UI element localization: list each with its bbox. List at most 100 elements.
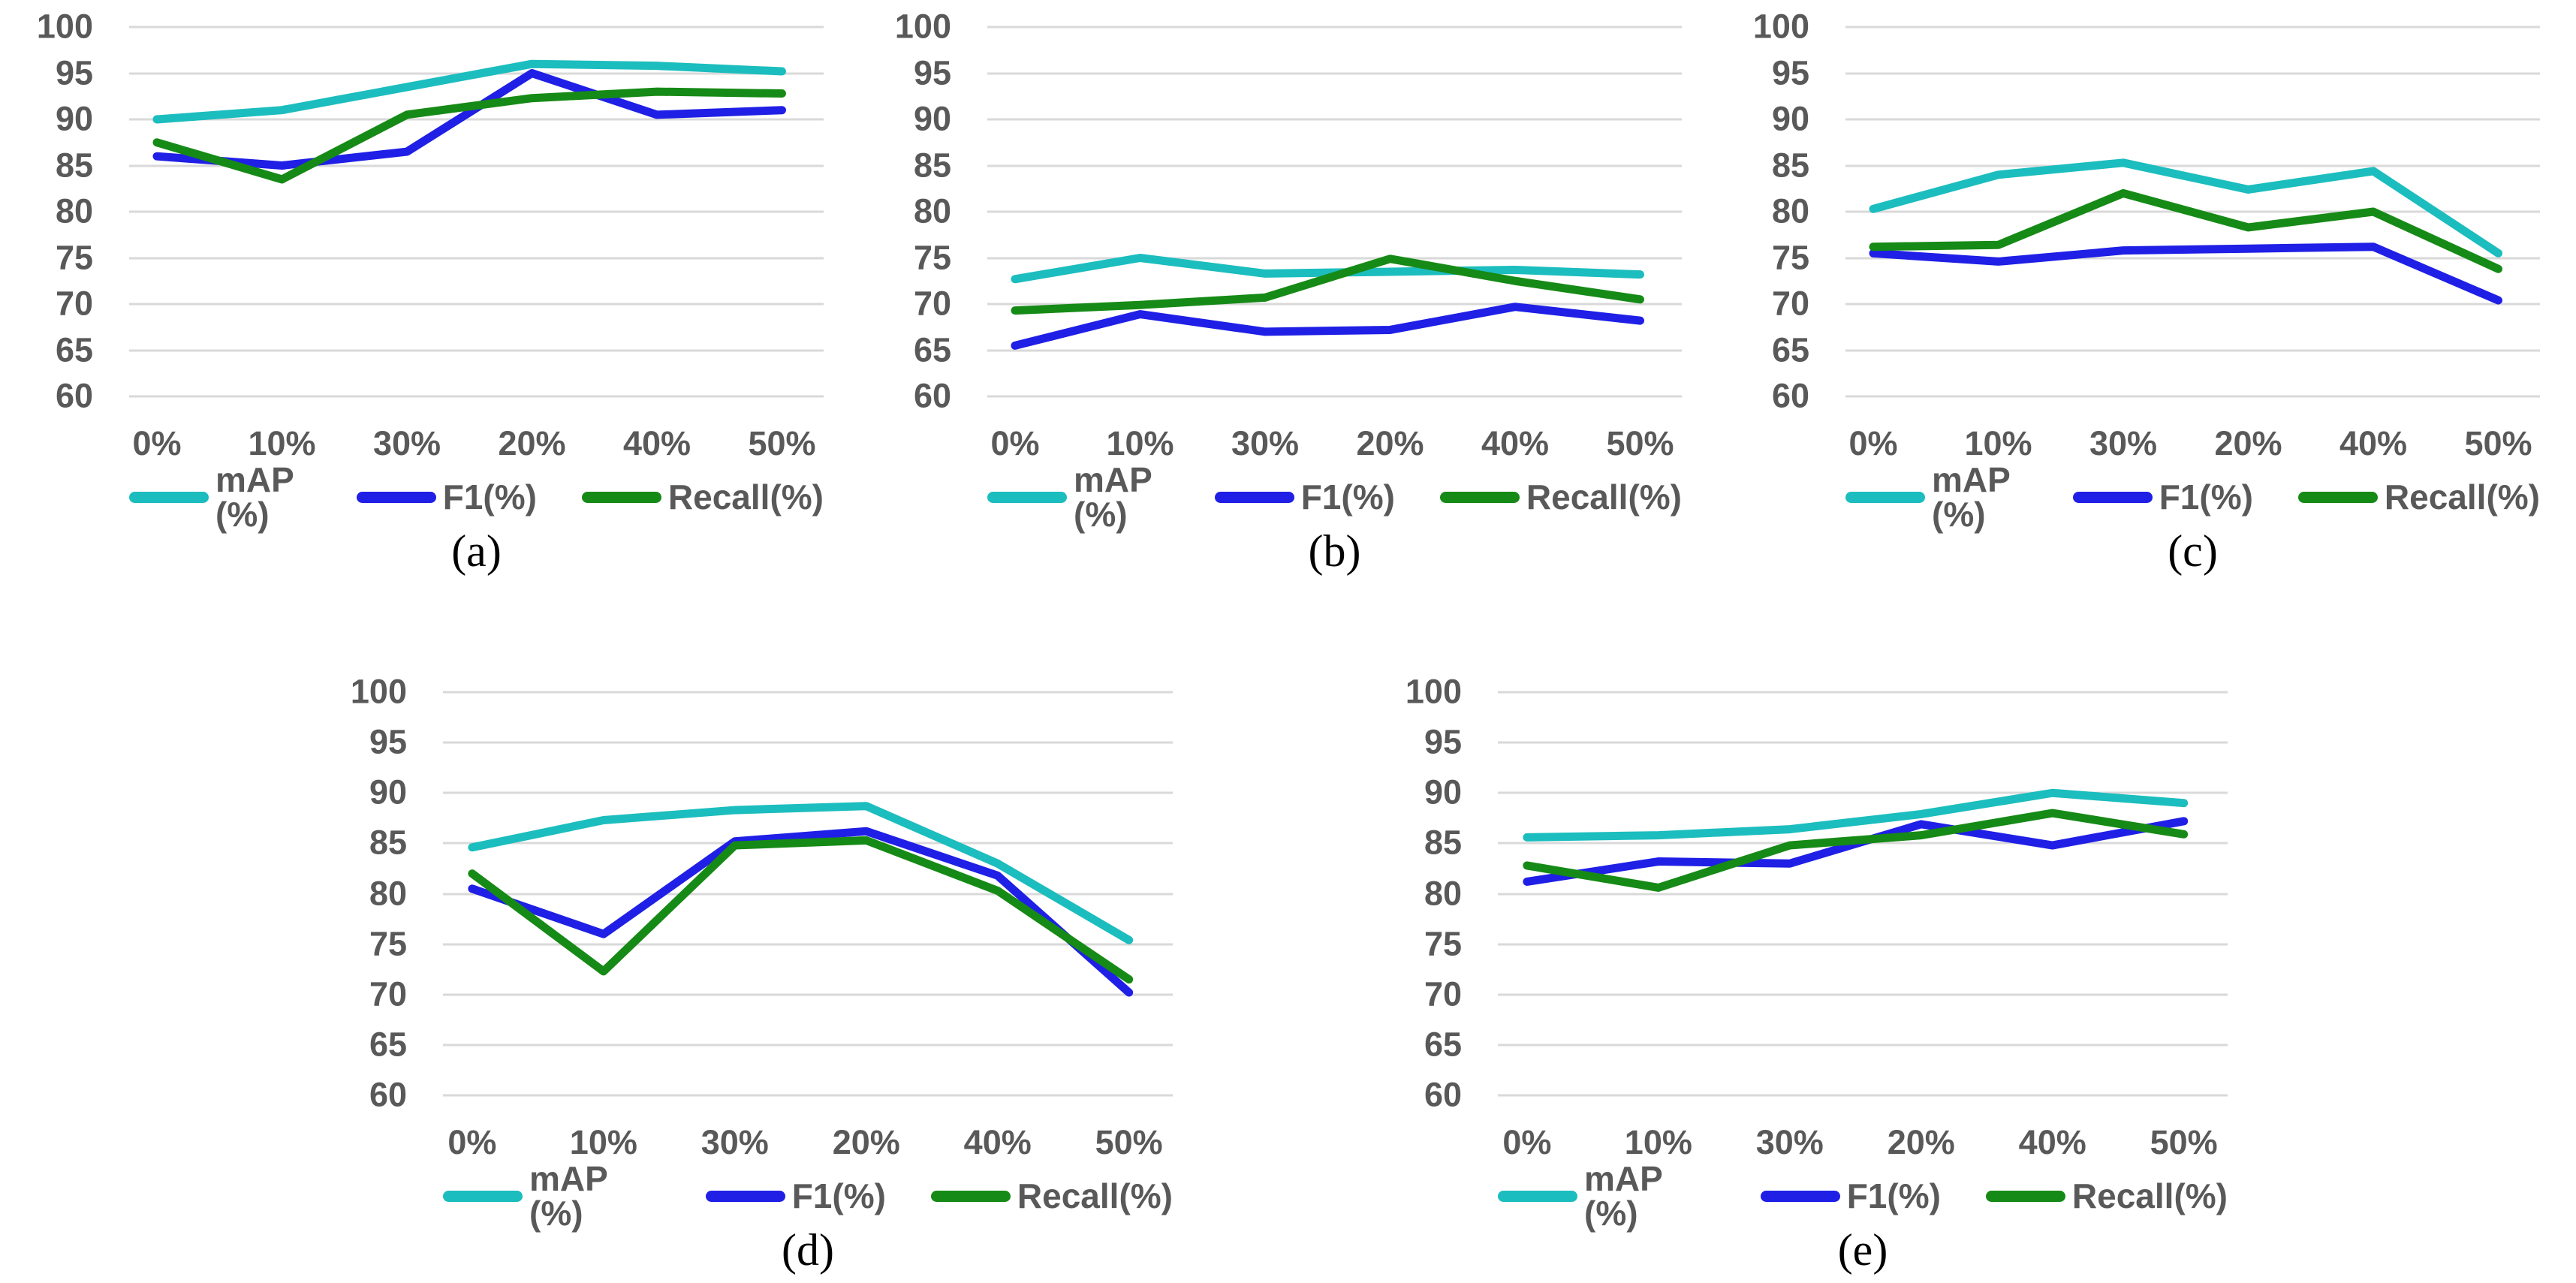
y-axis: 100 95 90 85 80 75 70 65 60 — [0, 10, 129, 413]
plot-area — [443, 691, 1173, 1097]
y-axis-tick-label: 65 — [913, 330, 951, 369]
y-axis-tick-label: 85 — [369, 823, 407, 862]
legend-label: Recall(%) — [2384, 477, 2540, 517]
gridline — [129, 349, 824, 351]
y-axis-tick-label: 95 — [913, 53, 951, 92]
plot-area — [1845, 26, 2540, 398]
y-axis-tick-label: 85 — [913, 146, 951, 185]
legend-item-recall: Recall(%) — [930, 1176, 1173, 1215]
gridline — [1845, 26, 2540, 29]
x-axis: 0% 10% 30% 20% 40% 50% — [1498, 1095, 2228, 1172]
y-axis-tick-label: 90 — [913, 99, 951, 138]
legend-item-f1: F1(%) — [1214, 477, 1395, 517]
map-line — [1015, 258, 1641, 279]
f1-legend-swatch-icon — [2072, 491, 2153, 503]
legend-label: F1(%) — [1846, 1176, 1941, 1215]
y-axis-tick-label: 100 — [1752, 7, 1809, 46]
map-legend-swatch-icon — [987, 491, 1067, 503]
gridline — [987, 164, 1682, 167]
recall-legend-swatch-icon — [930, 1190, 1011, 1202]
plot-row: 100 95 90 85 80 75 70 65 60 — [1716, 10, 2574, 413]
chart-caption: (b) — [1308, 526, 1361, 576]
chart-a: 100 95 90 85 80 75 70 65 60 0% 10% 30% 20% 40% 50% mA… — [0, 5, 858, 574]
x-axis-tick-label: 0% — [132, 424, 182, 462]
map-line — [1527, 793, 2184, 837]
gridline — [1498, 791, 2228, 794]
y-axis-tick-label: 65 — [1771, 330, 1809, 369]
legend-label: F1(%) — [1300, 477, 1395, 517]
gridline — [987, 118, 1682, 121]
legend: mAP (%) F1(%) Recall(%) — [1498, 1161, 2228, 1230]
gridline — [987, 395, 1682, 398]
recall-line — [1873, 193, 2499, 269]
x-axis: 0% 10% 30% 20% 40% 50% — [1845, 396, 2540, 473]
f1-line — [1527, 821, 2184, 882]
recall-line — [1527, 813, 2184, 887]
chart-caption: (a) — [451, 526, 502, 576]
chart-caption: (c) — [2168, 526, 2218, 576]
gridline — [443, 1044, 1173, 1047]
legend: mAP (%) F1(%) Recall(%) — [1845, 462, 2540, 532]
legend-item-f1: F1(%) — [705, 1179, 886, 1213]
gridline — [443, 1094, 1173, 1097]
y-axis-tick-label: 90 — [369, 773, 407, 812]
legend-label: F1(%) — [2159, 477, 2253, 517]
gridline — [443, 943, 1173, 946]
x-axis-tick-label: 10% — [248, 424, 316, 462]
y-axis-tick-label: 65 — [1424, 1025, 1462, 1064]
legend-label: mAP (%) — [1584, 1159, 1662, 1233]
gridline — [443, 893, 1173, 895]
map-legend-swatch-icon — [1845, 491, 1925, 503]
legend-label: Recall(%) — [1017, 1176, 1173, 1215]
map-line — [1873, 163, 2499, 254]
f1-line — [1873, 247, 2499, 300]
plot-area — [987, 26, 1682, 398]
x-axis-tick-label: 40% — [622, 424, 691, 462]
map-line — [472, 806, 1129, 941]
y-axis-tick-label: 95 — [1771, 53, 1809, 92]
gridline — [1845, 349, 2540, 351]
legend-item-map: mAP (%) — [1498, 1161, 1716, 1230]
gridline — [987, 210, 1682, 213]
gridline — [987, 349, 1682, 351]
gridline — [129, 395, 824, 398]
legend-item-f1: F1(%) — [2072, 477, 2253, 517]
y-axis: 100 95 90 85 80 75 70 65 60 — [1369, 675, 1498, 1112]
legend-label: mAP (%) — [215, 460, 294, 534]
y-axis-tick-label: 60 — [55, 376, 93, 415]
gridline — [1845, 303, 2540, 306]
legend-item-f1: F1(%) — [1760, 1176, 1941, 1215]
gridline — [129, 118, 824, 121]
gridline — [987, 72, 1682, 74]
gridline — [443, 993, 1173, 996]
x-axis: 0% 10% 30% 20% 40% 50% — [987, 396, 1682, 473]
x-axis-tick-label: 40% — [1481, 424, 1550, 462]
series-canvas — [129, 27, 824, 396]
x-axis-tick-label: 20% — [1356, 424, 1424, 462]
y-axis: 100 95 90 85 80 75 70 65 60 — [858, 10, 987, 413]
y-axis-tick-label: 75 — [1424, 924, 1462, 963]
x-axis-tick-label: 30% — [2089, 424, 2158, 462]
recall-legend-swatch-icon — [581, 491, 661, 503]
x-axis-tick-label: 30% — [700, 1123, 769, 1161]
recall-legend-swatch-icon — [1439, 491, 1520, 503]
x-axis-tick-label: 0% — [447, 1123, 497, 1161]
y-axis-tick-label: 100 — [350, 672, 407, 711]
gridline — [1845, 72, 2540, 74]
x-axis-tick-label: 50% — [2464, 424, 2532, 462]
x-axis-tick-label: 40% — [2339, 424, 2408, 462]
y-axis-tick-label: 95 — [55, 53, 93, 92]
x-axis: 0% 10% 30% 20% 40% 50% — [443, 1095, 1173, 1172]
series-canvas — [987, 27, 1682, 396]
legend-item-recall: Recall(%) — [1439, 480, 1682, 514]
f1-legend-swatch-icon — [1214, 491, 1294, 503]
legend-label: mAP (%) — [1074, 460, 1152, 534]
x-axis-tick-label: 40% — [2018, 1123, 2086, 1161]
y-axis-tick-label: 80 — [55, 191, 93, 230]
y-axis-tick-label: 90 — [1424, 773, 1462, 812]
gridline — [987, 26, 1682, 29]
y-axis-tick-label: 90 — [55, 99, 93, 138]
x-axis-tick-label: 50% — [1095, 1123, 1163, 1161]
recall-legend-swatch-icon — [2297, 491, 2378, 503]
y-axis-tick-label: 85 — [1424, 823, 1462, 862]
